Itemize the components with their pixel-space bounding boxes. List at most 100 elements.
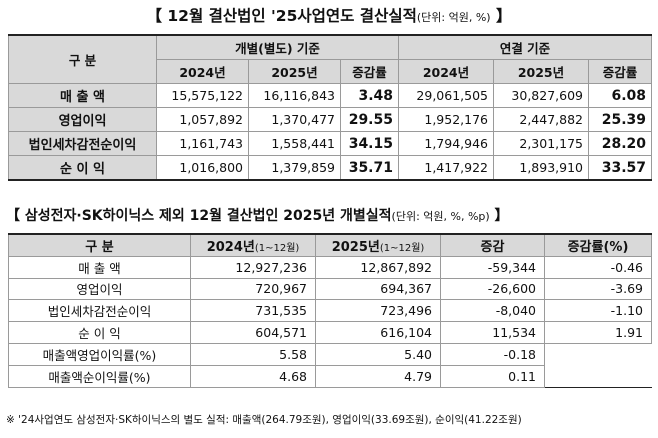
row-label: 영업이익 xyxy=(8,277,191,301)
table-cell: 28.20 xyxy=(587,131,653,156)
table-cell: -26,600 xyxy=(440,277,545,301)
table-cell: 4.68 xyxy=(190,364,316,388)
table-row: 순 이 익 604,571 616,104 11,534 1.91 xyxy=(8,321,652,344)
table-cell: 16,116,843 xyxy=(248,83,341,108)
table-cell: -8,040 xyxy=(440,299,545,323)
separate-basis-header: 개별(별도) 기준 xyxy=(156,34,399,60)
table-cell-empty xyxy=(545,343,652,365)
table-cell: 35.71 xyxy=(340,155,399,181)
row-label: 매 출 액 xyxy=(8,83,157,108)
table-cell: 0.11 xyxy=(440,364,545,388)
year-2024-label: 2024년 xyxy=(206,239,255,255)
table-cell: 1,952,176 xyxy=(398,107,494,132)
table-cell: 1,016,800 xyxy=(156,155,249,181)
table-cell: 723,496 xyxy=(315,299,441,323)
table-cell: -59,344 xyxy=(440,255,545,279)
subheader-cell: 2025년 xyxy=(493,59,589,84)
table-cell: 694,367 xyxy=(315,277,441,301)
table-cell: 34.15 xyxy=(340,131,399,156)
summary-title-text: 【 12월 결산법인 '25사업연도 결산실적 xyxy=(146,7,417,25)
subheader-cell: 2025년 xyxy=(248,59,341,84)
excluding-title-close: 】 xyxy=(489,208,509,224)
summary-title-unit: (단위: 억원, %) xyxy=(416,11,491,24)
table-cell: 6.08 xyxy=(587,83,653,108)
summary-header-row: 구 분 개별(별도) 기준 연결 기준 xyxy=(8,34,653,84)
excluding-title-unit: (단위: 억원, %, %p) xyxy=(391,210,490,223)
table-cell: 5.40 xyxy=(315,342,441,366)
change-header: 증감 xyxy=(440,233,545,257)
table-cell: 1,379,859 xyxy=(248,155,341,181)
table-cell: 1,370,477 xyxy=(248,107,341,132)
excluding-table: 구 분 2024년(1~12월) 2025년(1~12월) 증감 증감률(%) … xyxy=(8,233,652,388)
table-cell: 604,571 xyxy=(190,321,316,344)
table-cell: 33.57 xyxy=(587,155,653,181)
table-cell: 616,104 xyxy=(315,321,441,344)
subheader-cell: 2024년 xyxy=(398,59,494,84)
excluding-category-header: 구 분 xyxy=(8,233,191,257)
table-row: 영업이익 1,057,892 1,370,477 29.55 1,952,176… xyxy=(8,107,653,132)
table-row: 매출액순이익률(%) 4.68 4.79 0.11 xyxy=(8,364,652,388)
rate-header: 증감률(%) xyxy=(544,233,652,257)
year-2024-period: (1~12월) xyxy=(254,242,300,254)
table-cell: 5.58 xyxy=(190,342,316,366)
table-row: 법인세차감전순이익 731,535 723,496 -8,040 -1.10 xyxy=(8,299,652,323)
table-cell-empty xyxy=(545,365,652,387)
table-cell: -0.46 xyxy=(544,255,652,279)
table-cell: 2,301,175 xyxy=(493,131,589,156)
table-row: 매출액영업이익률(%) 5.58 5.40 -0.18 xyxy=(8,342,652,366)
table-row: 매 출 액 15,575,122 16,116,843 3.48 29,061,… xyxy=(8,83,653,108)
table-cell: 731,535 xyxy=(190,299,316,323)
table-cell: 1,794,946 xyxy=(398,131,494,156)
subheader-cell: 2024년 xyxy=(156,59,249,84)
row-label: 영업이익 xyxy=(8,107,157,132)
summary-category-header: 구 분 xyxy=(8,34,157,84)
table-cell: 720,967 xyxy=(190,277,316,301)
table-cell: 1,057,892 xyxy=(156,107,249,132)
table-cell: 3.48 xyxy=(340,83,399,108)
row-label: 순 이 익 xyxy=(8,155,157,181)
summary-subheader-row: 2024년 2025년 증감률 2024년 2025년 증감률 xyxy=(9,59,653,84)
table-cell: 1,417,922 xyxy=(398,155,494,181)
table-cell: 4.79 xyxy=(315,364,441,388)
year-2025-label: 2025년 xyxy=(331,239,380,255)
table-cell: 1,161,743 xyxy=(156,131,249,156)
table-cell: 29.55 xyxy=(340,107,399,132)
table-row: 매 출 액 12,927,236 12,867,892 -59,344 -0.4… xyxy=(8,255,652,279)
row-label: 매출액순이익률(%) xyxy=(8,364,191,388)
row-label: 법인세차감전순이익 xyxy=(8,131,157,156)
subheader-cell: 증감률 xyxy=(340,59,399,84)
row-label: 법인세차감전순이익 xyxy=(8,299,191,323)
table-row: 법인세차감전순이익 1,161,743 1,558,441 34.15 1,79… xyxy=(8,131,653,156)
year-2024-header: 2024년(1~12월) xyxy=(190,233,316,257)
excluding-title-text: 【 삼성전자·SK하이닉스 제외 12월 결산법인 2025년 개별실적 xyxy=(6,208,392,224)
table-cell: 11,534 xyxy=(440,321,545,344)
table-cell: 1,893,910 xyxy=(493,155,589,181)
table-cell: -1.10 xyxy=(544,299,652,323)
footnote: ※ '24사업연도 삼성전자·SK하이닉스의 별도 실적: 매출액(264.79… xyxy=(6,414,522,426)
table-cell: 12,927,236 xyxy=(190,255,316,279)
year-2025-header: 2025년(1~12월) xyxy=(315,233,441,257)
table-row: 순 이 익 1,016,800 1,379,859 35.71 1,417,92… xyxy=(8,155,653,181)
summary-table: 구 분 개별(별도) 기준 연결 기준 2024년 2025년 증감률 2024… xyxy=(8,34,653,181)
summary-title-close: 】 xyxy=(490,7,512,25)
table-cell: 1.91 xyxy=(544,321,652,344)
row-label: 순 이 익 xyxy=(8,321,191,344)
table-cell: 25.39 xyxy=(587,107,653,132)
table-cell: 15,575,122 xyxy=(156,83,249,108)
table-cell: 30,827,609 xyxy=(493,83,589,108)
table-cell: -0.18 xyxy=(440,342,545,366)
excluding-header-row: 구 분 2024년(1~12월) 2025년(1~12월) 증감 증감률(%) xyxy=(8,233,652,257)
subheader-cell: 증감률 xyxy=(587,59,653,84)
table-row: 영업이익 720,967 694,367 -26,600 -3.69 xyxy=(8,277,652,301)
summary-title: 【 12월 결산법인 '25사업연도 결산실적(단위: 억원, %) 】 xyxy=(0,4,658,26)
row-label: 매 출 액 xyxy=(8,255,191,279)
year-2025-period: (1~12월) xyxy=(379,242,425,254)
table-cell: 12,867,892 xyxy=(315,255,441,279)
table-cell: 1,558,441 xyxy=(248,131,341,156)
table-cell: 29,061,505 xyxy=(398,83,494,108)
table-cell: 2,447,882 xyxy=(493,107,589,132)
table-cell: -3.69 xyxy=(544,277,652,301)
consolidated-basis-header: 연결 기준 xyxy=(397,34,653,60)
row-label: 매출액영업이익률(%) xyxy=(8,342,191,366)
excluding-title: 【 삼성전자·SK하이닉스 제외 12월 결산법인 2025년 개별실적(단위:… xyxy=(6,205,509,225)
